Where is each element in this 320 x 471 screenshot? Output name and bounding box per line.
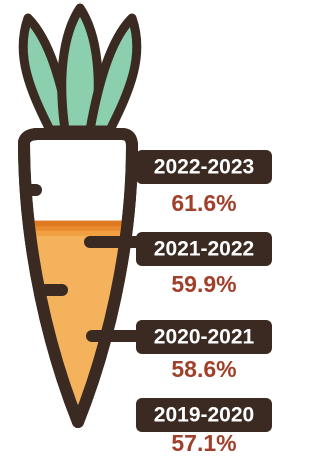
chart: 2022-2023 61.6% 2021-2022 59.9% 2020-2021 58.…	[0, 0, 275, 471]
year-label: 2022-2023	[154, 156, 254, 179]
leaves	[23, 8, 137, 130]
page: 2022-2023 61.6% 2021-2022 59.9% 2020-2021 58.…	[0, 0, 320, 471]
value-label: 57.1%	[171, 430, 236, 456]
value-label: 61.6%	[171, 190, 236, 216]
value-label: 59.9%	[171, 271, 236, 297]
year-label: 2019-2020	[154, 404, 254, 427]
year-label: 2021-2022	[154, 238, 254, 261]
value-label: 58.6%	[171, 356, 236, 382]
year-label: 2020-2021	[154, 326, 255, 349]
labels: 2022-2023 61.6% 2021-2022 59.9% 2020-2021 58.…	[136, 150, 272, 456]
